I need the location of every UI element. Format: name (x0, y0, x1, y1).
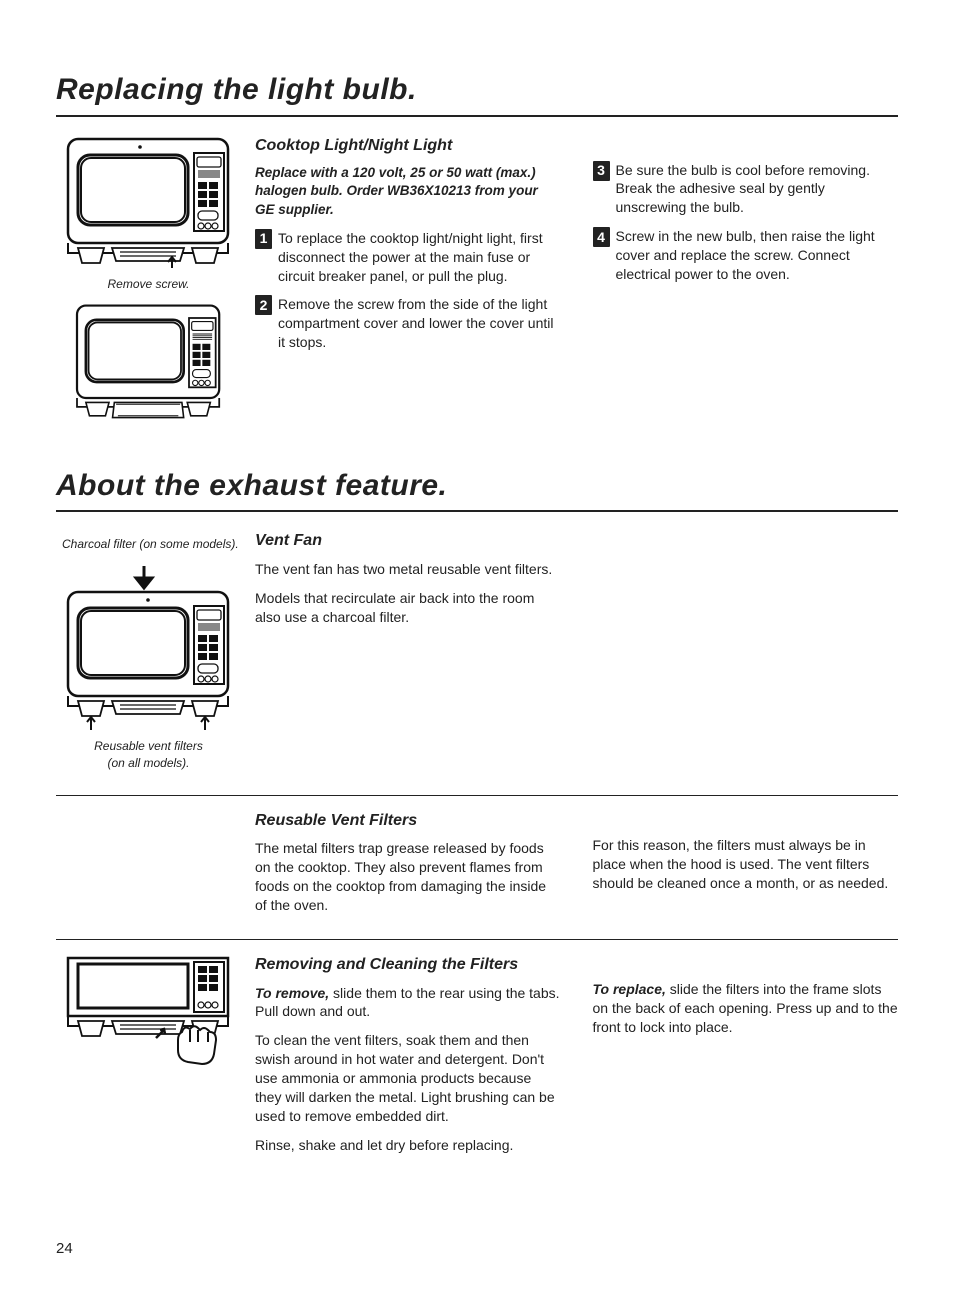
reusable-row: Reusable Vent Filters The metal filters … (56, 810, 898, 940)
reusable-right: For this reason, the filters must always… (593, 810, 899, 925)
step-3: 3 Be sure the bulb is cool before removi… (593, 161, 899, 218)
caption-line1: Reusable vent filters (94, 739, 203, 753)
step-number: 3 (593, 161, 610, 181)
cooktop-left-col: Cooktop Light/Night Light Replace with a… (255, 135, 561, 422)
replacing-images: Remove screw. (56, 135, 241, 422)
removing-p3: Rinse, shake and let dry before replacin… (255, 1136, 561, 1155)
ventfan-image: Charcoal filter (on some models). Reusa (56, 530, 241, 781)
step-2: 2 Remove the screw from the side of the … (255, 295, 561, 352)
replacing-row: Remove screw. Cooktop Light/Night Light … (56, 135, 898, 436)
step-number: 1 (255, 229, 272, 249)
reusable-left: Reusable Vent Filters The metal filters … (255, 810, 561, 925)
heading-removing: Removing and Cleaning the Filters (255, 954, 561, 976)
caption-reusable-filters: Reusable vent filters (on all models). (56, 738, 241, 770)
section-title-exhaust: About the exhaust feature. (56, 466, 898, 513)
cooktop-right-col: 3 Be sure the bulb is cool before removi… (593, 135, 899, 422)
section-title-replacing: Replacing the light bulb. (56, 70, 898, 117)
step-body: Be sure the bulb is cool before removing… (616, 161, 899, 218)
cooktop-lead: Replace with a 120 volt, 25 or 50 watt (… (255, 164, 561, 219)
removing-p1: To remove, slide them to the rear using … (255, 984, 561, 1022)
step-4: 4 Screw in the new bulb, then raise the … (593, 227, 899, 284)
reusable-right-p: For this reason, the filters must always… (593, 836, 899, 893)
heading-ventfan: Vent Fan (255, 530, 561, 552)
ventfan-row: Charcoal filter (on some models). Reusa (56, 530, 898, 796)
microwave-illustration-1 (64, 135, 234, 270)
step-body: Remove the screw from the side of the li… (278, 295, 561, 352)
removing-row: Removing and Cleaning the Filters To rem… (56, 954, 898, 1179)
step-number: 2 (255, 295, 272, 315)
step-number: 4 (593, 227, 610, 247)
reusable-left-p: The metal filters trap grease released b… (255, 839, 561, 915)
to-remove-label: To remove, (255, 985, 329, 1001)
caption-line2: (on all models). (107, 756, 189, 770)
microwave-illustration-2 (64, 302, 234, 422)
step-body: To replace the cooktop light/night light… (278, 229, 561, 286)
ventfan-p1: The vent fan has two metal reusable vent… (255, 560, 561, 579)
ventfan-p2: Models that recirculate air back into th… (255, 589, 561, 627)
heading-reusable: Reusable Vent Filters (255, 810, 561, 832)
ventfan-text: Vent Fan The vent fan has two metal reus… (255, 530, 561, 781)
caption-remove-screw: Remove screw. (56, 276, 241, 292)
replace-p: To replace, slide the filters into the f… (593, 980, 899, 1037)
microwave-illustration-removing (64, 954, 234, 1069)
microwave-illustration-filters (64, 562, 234, 732)
removing-right: To replace, slide the filters into the f… (593, 954, 899, 1165)
heading-cooktop: Cooktop Light/Night Light (255, 135, 561, 157)
step-1: 1 To replace the cooktop light/night lig… (255, 229, 561, 286)
caption-charcoal: Charcoal filter (on some models). (62, 536, 241, 552)
step-body: Screw in the new bulb, then raise the li… (616, 227, 899, 284)
removing-left: Removing and Cleaning the Filters To rem… (255, 954, 561, 1165)
to-replace-label: To replace, (593, 981, 666, 997)
removing-p2: To clean the vent filters, soak them and… (255, 1031, 561, 1125)
removing-image (56, 954, 241, 1165)
page-number: 24 (56, 1239, 898, 1259)
